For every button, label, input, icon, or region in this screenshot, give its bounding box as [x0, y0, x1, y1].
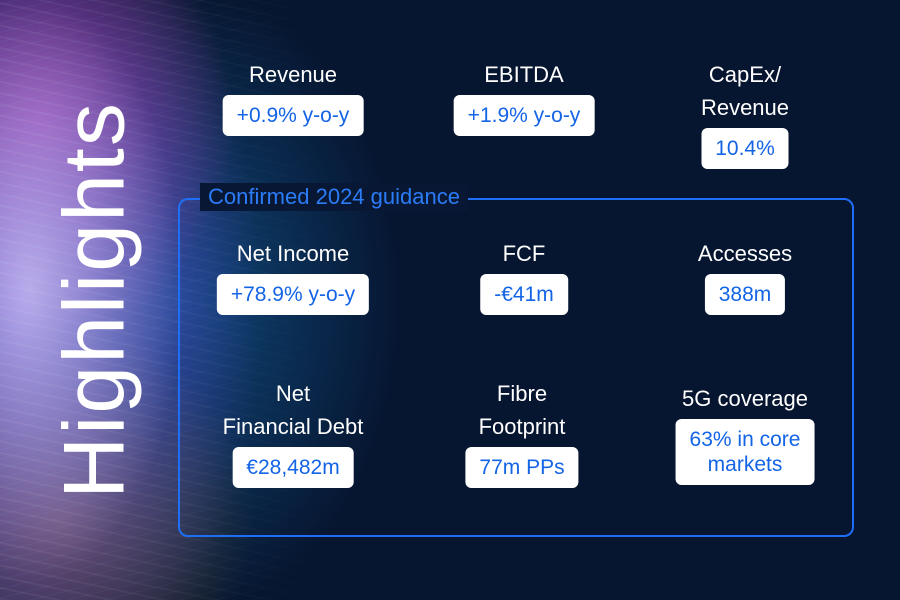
metric-value-badge: 77m PPs	[465, 447, 579, 488]
metric-value-badge: €28,482m	[232, 447, 354, 488]
metric-label: Accesses	[697, 241, 793, 266]
guidance-frame	[178, 198, 854, 537]
metric-label: Fibre Footprint	[478, 381, 566, 439]
metric-label: FCF	[502, 241, 546, 266]
metric-net-financial-debt: Net Financial Debt €28,482m	[222, 377, 364, 488]
page-title: Highlights	[46, 101, 143, 499]
metric-fibre-footprint: Fibre Footprint 77m PPs	[465, 377, 579, 488]
metric-fcf: FCF -€41m	[480, 237, 568, 315]
metric-value-badge: -€41m	[480, 274, 568, 315]
metric-label: EBITDA	[484, 62, 564, 87]
metric-label: Net Financial Debt	[222, 381, 364, 439]
metric-value-badge: 388m	[704, 274, 786, 315]
metric-label: CapEx/ Revenue	[700, 62, 790, 120]
metric-capex-revenue: CapEx/ Revenue 10.4%	[668, 58, 823, 169]
metric-value-badge: +78.9% y-o-y	[216, 274, 370, 315]
metric-label: Net Income	[236, 241, 350, 266]
metric-value-badge: 63% in core markets	[675, 419, 815, 485]
metric-value-badge: +1.9% y-o-y	[453, 95, 595, 136]
metric-5g-coverage: 5G coverage 63% in core markets	[675, 382, 815, 485]
metric-net-income: Net Income +78.9% y-o-y	[216, 237, 370, 315]
metric-label: 5G coverage	[682, 386, 808, 411]
metric-accesses: Accesses 388m	[698, 237, 792, 315]
metric-value-badge: 10.4%	[701, 128, 789, 169]
guidance-title: Confirmed 2024 guidance	[200, 183, 468, 211]
metric-ebitda: EBITDA +1.9% y-o-y	[453, 58, 595, 136]
metric-revenue: Revenue +0.9% y-o-y	[222, 58, 364, 136]
metric-value-badge: +0.9% y-o-y	[222, 95, 364, 136]
metric-label: Revenue	[248, 62, 338, 87]
